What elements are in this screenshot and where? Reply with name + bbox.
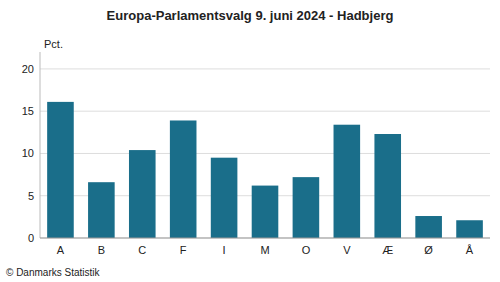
x-tick-label: Æ xyxy=(382,244,393,256)
chart-container: Europa-Parlamentsvalg 9. juni 2024 - Had… xyxy=(0,0,500,282)
x-tick-label: I xyxy=(223,244,226,256)
bar xyxy=(334,125,361,238)
grid-line xyxy=(40,153,490,154)
bar xyxy=(374,134,401,238)
bar xyxy=(88,182,115,238)
bar xyxy=(129,150,156,238)
bar xyxy=(211,158,238,238)
y-axis-label: Pct. xyxy=(44,38,63,50)
grid-line xyxy=(40,68,490,69)
x-tick-label: B xyxy=(98,244,105,256)
grid-line xyxy=(40,111,490,112)
bar xyxy=(170,120,197,238)
x-tick-label: F xyxy=(180,244,187,256)
bar xyxy=(252,186,279,238)
y-tick-label: 10 xyxy=(22,147,34,159)
bar xyxy=(456,220,483,238)
bars xyxy=(47,102,483,238)
chart: Europa-Parlamentsvalg 9. juni 2024 - Had… xyxy=(0,0,500,282)
y-tick-label: 15 xyxy=(22,105,34,117)
x-tick-label: C xyxy=(138,244,146,256)
x-tick-label: Ø xyxy=(424,244,433,256)
x-tick-label: M xyxy=(260,244,269,256)
grid xyxy=(40,69,490,238)
footnote: © Danmarks Statistik xyxy=(6,267,101,278)
x-tick-label: Å xyxy=(466,244,474,256)
x-tick-label: A xyxy=(57,244,65,256)
y-axis-line xyxy=(40,52,41,238)
x-axis-line xyxy=(40,238,490,239)
bar xyxy=(293,177,320,238)
y-tick-label: 5 xyxy=(28,190,34,202)
title: Europa-Parlamentsvalg 9. juni 2024 - Had… xyxy=(107,8,394,23)
y-tick-label: 0 xyxy=(28,232,34,244)
y-tick-label: 20 xyxy=(22,63,34,75)
x-tick-label: V xyxy=(343,244,351,256)
bar xyxy=(415,216,442,238)
grid-line xyxy=(40,238,490,239)
x-tick-label: O xyxy=(302,244,311,256)
bar xyxy=(47,102,74,238)
